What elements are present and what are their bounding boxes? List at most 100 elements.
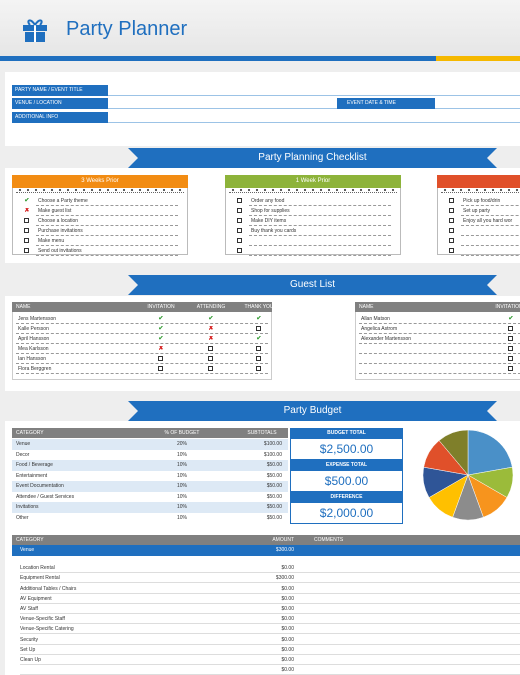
summary-label: EXPENSE TOTAL	[290, 460, 403, 470]
guest-name: April Hansson	[18, 336, 50, 342]
column-header: AMOUNT	[272, 537, 294, 543]
checkbox	[208, 336, 214, 342]
amount: $0.00	[281, 626, 294, 633]
checkbox	[508, 356, 513, 361]
item-text: Pick up food/drin	[463, 198, 501, 204]
gift-icon	[23, 19, 47, 42]
category: Additional Tables / Chairs	[20, 585, 77, 592]
subtotal: $50.00	[266, 472, 282, 479]
item-text: Purchase invitations	[38, 228, 83, 234]
item-text: Choose a location	[38, 218, 79, 224]
row-line	[20, 602, 520, 604]
guest-name: Ian Hansson	[18, 356, 47, 362]
category: AV Equipment	[20, 595, 52, 602]
item-line	[36, 246, 178, 256]
checkbox	[449, 238, 454, 243]
percent: 10%	[176, 514, 187, 521]
banner-title: Guest List	[289, 279, 336, 290]
row-line	[16, 364, 268, 374]
header	[0, 0, 520, 56]
card-title: 1 Week Prior	[225, 175, 401, 188]
selected-row	[12, 545, 520, 556]
row-line	[20, 643, 520, 645]
rule	[0, 56, 436, 61]
amount: $0.00	[281, 606, 294, 612]
guest-name: Jens Martensson	[18, 316, 57, 322]
column-header: SUBTOTALS	[247, 430, 277, 436]
checkbox	[158, 366, 163, 371]
category: Clean Up	[20, 657, 41, 663]
row-line	[20, 623, 520, 625]
checkbox	[24, 238, 29, 243]
column-header: THANK YOU	[244, 304, 274, 310]
item-text: Enjoy all you hard wor	[463, 218, 513, 224]
rings	[16, 187, 184, 193]
budget-row	[12, 460, 288, 471]
category: Decor	[16, 451, 30, 458]
card-title: 3 Weeks Prior	[12, 175, 188, 188]
amount: $0.00	[281, 595, 294, 602]
rings	[441, 187, 520, 193]
checkbox	[237, 248, 242, 253]
subtotal: $50.00	[266, 514, 282, 521]
checkbox	[158, 336, 164, 342]
guest-name: Angelica Astrom	[361, 326, 398, 332]
subtotal: $50.00	[266, 493, 282, 500]
budget-row	[12, 470, 288, 481]
field-line	[108, 122, 520, 123]
subtotal: $50.00	[266, 462, 282, 468]
item-line	[249, 196, 391, 206]
table-header	[12, 428, 288, 438]
checkbox	[256, 346, 261, 351]
amount: $300.00	[275, 547, 294, 553]
summary-value: $2,500.00	[290, 438, 403, 460]
checkbox	[237, 228, 242, 233]
item-text: Send out invitations	[38, 248, 82, 254]
table-header	[355, 302, 520, 312]
checkbox	[449, 198, 454, 203]
item-line	[36, 236, 178, 246]
category: Security	[20, 636, 39, 643]
row-line	[16, 314, 268, 324]
label: PARTY NAME / EVENT TITLE	[12, 85, 108, 96]
banner	[128, 275, 497, 295]
summary-value: $500.00	[290, 470, 403, 492]
column-header: INVITATION	[147, 304, 175, 310]
row-line	[359, 364, 520, 374]
column-header: NAME	[359, 304, 374, 310]
subtotal: $100.00	[263, 441, 282, 447]
category: AV Staff	[20, 606, 38, 612]
checkbox	[158, 326, 164, 332]
item-line	[249, 246, 391, 256]
checkbox	[449, 248, 454, 253]
checkbox	[256, 356, 261, 361]
checkbox	[256, 326, 261, 331]
budget-row	[12, 502, 288, 513]
checkbox	[24, 228, 29, 233]
checkbox	[449, 218, 454, 223]
item-text: Set up party	[463, 208, 490, 214]
category: Venue-Specific Catering	[20, 626, 74, 633]
checkbox	[208, 316, 214, 322]
guest-name: Allan Matson	[361, 316, 390, 322]
checkbox	[256, 336, 262, 342]
item-line	[36, 216, 178, 226]
category: Entertainment	[16, 472, 48, 479]
row-line	[359, 324, 520, 334]
pie-chart	[422, 429, 514, 521]
label: VENUE / LOCATION	[12, 98, 108, 109]
column-header: CATEGORY	[16, 537, 44, 543]
item-line	[36, 196, 178, 206]
row-line	[20, 664, 520, 665]
banner-title: Party Budget	[283, 405, 342, 416]
column-header: COMMENTS	[314, 537, 344, 543]
item-line	[461, 206, 520, 216]
checkbox	[256, 366, 261, 371]
item-line	[249, 216, 391, 226]
percent: 10%	[176, 504, 187, 510]
category: Venue	[16, 441, 31, 447]
row-line	[20, 592, 520, 594]
item-text: Order any food	[251, 198, 285, 204]
checkbox	[237, 218, 242, 223]
item-line	[249, 206, 391, 216]
